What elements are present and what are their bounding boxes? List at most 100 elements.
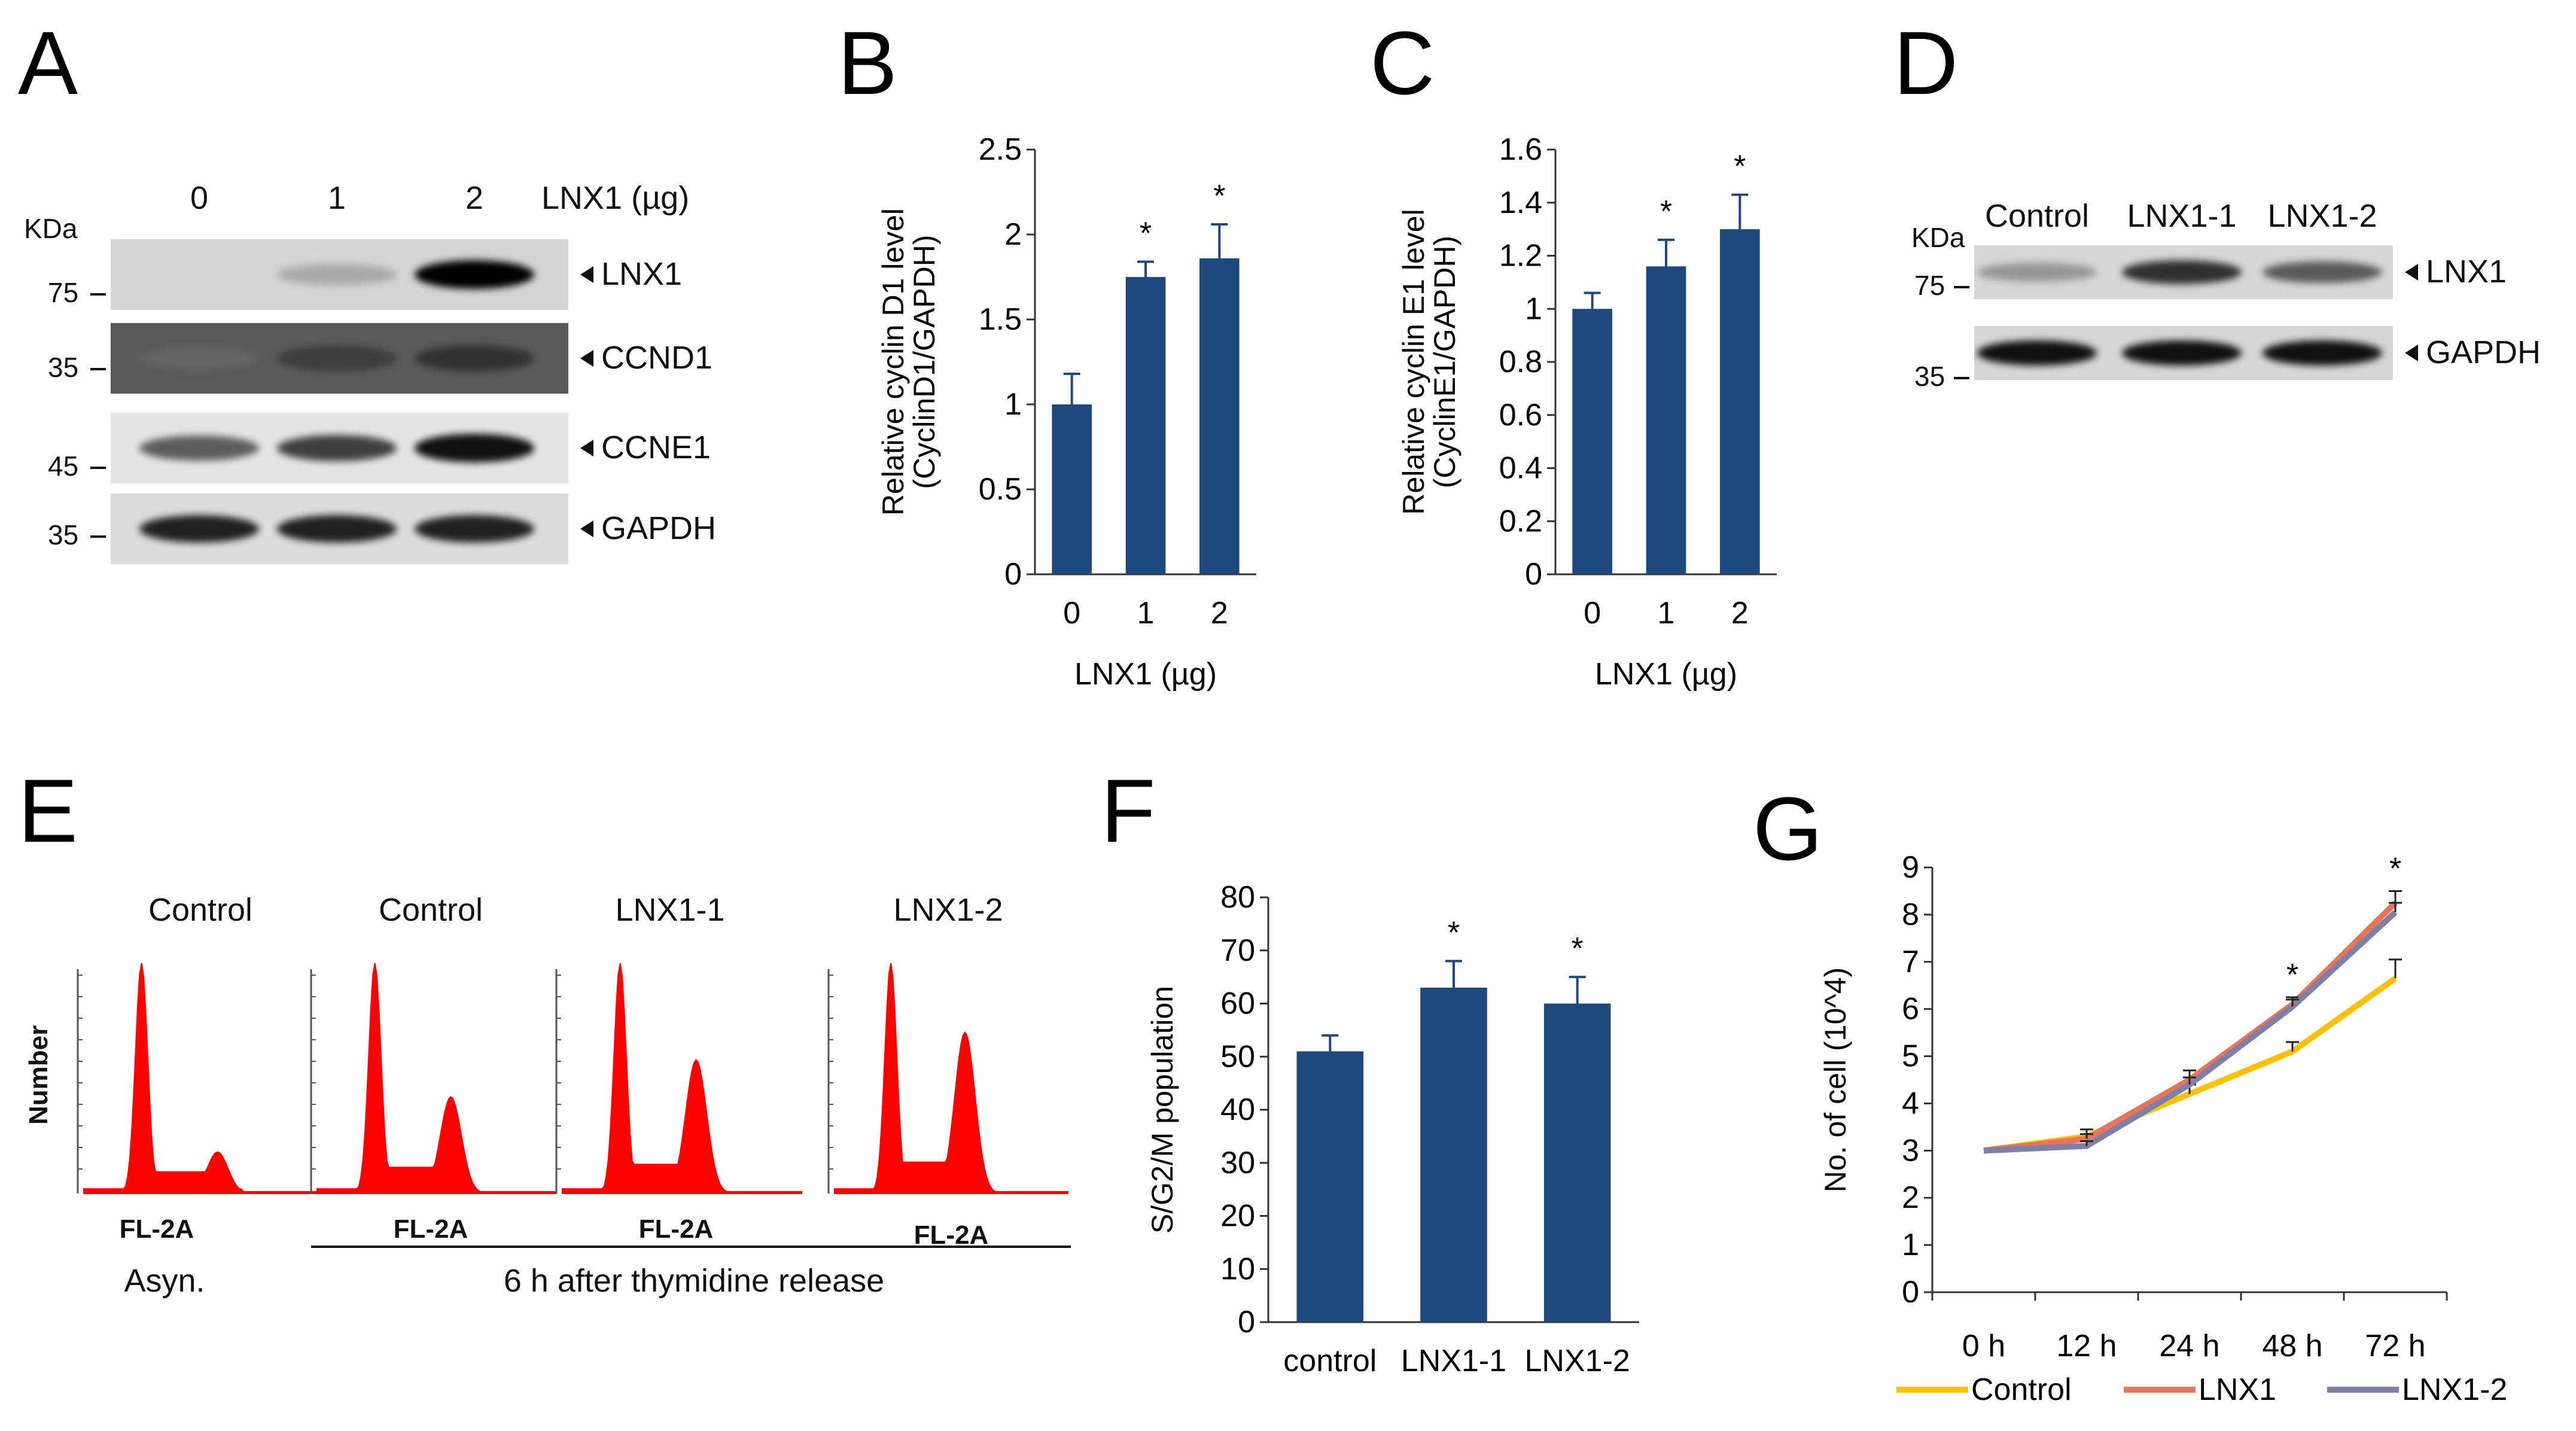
histogram-xlabel: FL-2A [119,1214,194,1244]
histogram-plots [77,963,1068,1194]
protein-label: GAPDH [601,510,717,546]
y-tick-label: 3 [1902,1133,1919,1168]
blot-strip [111,413,568,483]
x-tick-label: LNX1-1 [1401,1344,1506,1378]
y-tick-label: 0 [1525,557,1542,592]
marker-tick [90,368,106,370]
panel-letter-c: C [1370,13,1435,113]
x-tick-label: LNX1-2 [1525,1344,1630,1378]
legend-label: LNX1 [2199,1372,2276,1407]
blot-strip [111,494,568,564]
panel-letter-e: E [18,760,78,861]
bar [1543,1003,1611,1322]
y-tick-label: 1.5 [979,302,1022,337]
histogram-shape [316,963,557,1194]
y-tick-label: 2.5 [979,132,1022,167]
group-label-asyn: Asyn. [124,1263,205,1299]
chart-f-sg2m-population: 0 10 20 30 40 50 60 70 80 control * LNX1-1 * LNX1-2 S/… [1146,880,1639,1378]
panel-letter-f: F [1101,760,1156,861]
y-tick-label: 1.4 [1499,185,1542,220]
band-arrow [580,350,593,367]
chart-g-cell-growth: 0 1 2 3 4 5 6 7 8 9 0 h 12 h 24 h 48 h 72 h * * No. of ce… [1819,850,2507,1407]
x-axis-label: LNX1 (µg) [1595,657,1737,692]
bar [1720,229,1760,574]
x-tick-label: 24 h [2159,1329,2219,1363]
bar [1572,309,1612,574]
blot-band [277,434,397,462]
y-tick-label: 4 [1902,1086,1919,1121]
significance-mark: * [1734,149,1746,184]
marker-tick [1954,377,1969,379]
blot-band [2122,260,2242,284]
marker-label: 75 [48,277,79,308]
y-tick-label: 0.8 [1499,345,1542,379]
x-tick-label: control [1283,1344,1377,1378]
y-axis-label-line: (CyclinE1/GAPDH) [1428,236,1461,488]
x-tick-label: 0 [1063,596,1080,631]
significance-mark: * [1140,216,1152,251]
blot-band [139,346,259,370]
marker-tick [90,293,106,296]
marker-label: 45 [48,450,79,482]
x-tick-label: 0 [1584,596,1601,631]
blot-band [2263,340,2382,366]
lane-label: 1 [327,180,346,216]
lane-label: LNX1-1 [2127,198,2237,234]
marker-label: 35 [1914,361,1945,392]
marker-tick [90,467,106,469]
y-tick-label: 1 [1902,1228,1919,1262]
lane-label: 2 [465,180,484,216]
protein-label: LNX1 [601,256,683,292]
x-tick-label: 48 h [2262,1329,2322,1363]
blot-band [1977,340,2097,366]
series-line [1983,900,2398,1154]
x-tick-label: 2 [1211,596,1228,631]
y-axis-label: No. of cell (10^4) [1819,967,1852,1192]
x-tick-label: 12 h [2056,1329,2117,1363]
protein-label: GAPDH [2426,334,2541,370]
y-axis-label-line: (CyclinD1/GAPDH) [908,235,941,489]
blot-strip [1974,326,2393,380]
y-tick-label: 0.6 [1499,398,1542,433]
group-divider [311,1246,1071,1248]
significance-mark: * [1660,194,1672,229]
chart-b-cyclin-d1: 0 0.5 1 1.5 2 2.5 0 * 1 * 2 LNX1 (µg) Relative cycli… [876,132,1256,692]
significance-mark: * [1448,916,1460,951]
histogram-xlabel: FL-2A [638,1214,714,1244]
blot-band [1977,262,2097,282]
blot-band [415,260,534,289]
blot-band [277,264,397,285]
bar [1420,987,1487,1322]
x-tick-label: 2 [1731,596,1749,631]
histogram-header: Control [378,892,483,928]
x-tick-label: 1 [1658,596,1675,631]
legend-label: Control [1971,1372,2072,1407]
y-tick-label: 0.2 [1499,504,1542,538]
y-axis-label-line: Relative cyclin E1 level [1397,209,1430,514]
band-arrow [2405,345,2418,361]
marker-label: 35 [48,519,79,550]
blot-band [139,514,259,543]
lane-header: LNX1 (µg) [541,180,690,216]
blot-band [2263,261,2382,284]
panel-letter-a: A [18,13,78,113]
y-tick-label: 50 [1220,1039,1255,1074]
y-axis-label: Relative cyclin D1 level(CyclinD1/GAPDH) [876,208,941,516]
histogram-header: LNX1-2 [893,892,1003,928]
blot-band [277,514,397,543]
blot-strip [111,239,568,310]
y-tick-label: 40 [1220,1092,1255,1127]
x-tick-label: 0 h [1962,1329,2005,1363]
marker-label: 35 [48,352,79,383]
blot-strip [111,323,568,394]
y-axis-label-line: Relative cyclin D1 level [876,208,910,516]
y-tick-label: 10 [1220,1252,1255,1286]
y-tick-label: 70 [1220,933,1255,968]
bar [1125,277,1166,574]
y-tick-label: 0.4 [1499,451,1542,486]
histogram-xlabel: FL-2A [393,1214,468,1244]
significance-mark: * [1213,179,1225,214]
y-axis-label: S/G2/M population [1146,986,1179,1234]
panel-letter-b: B [838,13,898,113]
blot-band [415,514,534,543]
